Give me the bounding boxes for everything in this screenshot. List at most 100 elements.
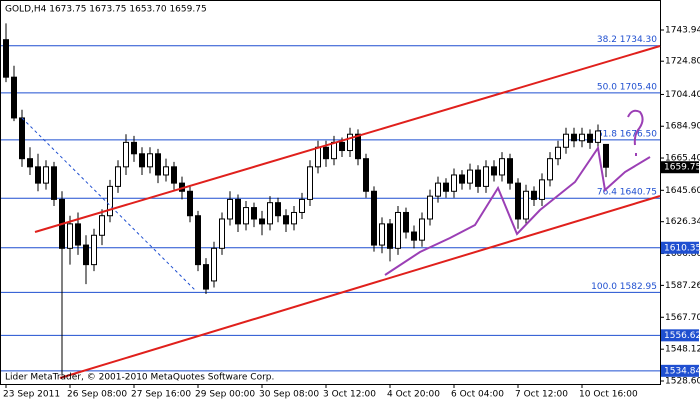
y-tick-label: 1743.94 bbox=[665, 26, 700, 36]
candle-body bbox=[579, 133, 585, 142]
candle-body bbox=[307, 166, 313, 200]
y-tick-label: 1724.80 bbox=[665, 57, 700, 67]
x-tick-label: 26 Sep 08:00 bbox=[67, 390, 127, 400]
y-tick-label: 1548.12 bbox=[665, 345, 700, 355]
y-tick-label: 1645.60 bbox=[665, 186, 700, 196]
candle-body bbox=[339, 141, 345, 152]
fib-label: 38.2 1734.30 bbox=[597, 35, 657, 45]
y-tick-label: 1567.70 bbox=[665, 313, 700, 323]
candle-body bbox=[147, 153, 153, 168]
candle-body bbox=[299, 198, 305, 213]
candle-body bbox=[363, 158, 369, 192]
current-price-label: 1659.75 bbox=[664, 163, 700, 173]
candle-body bbox=[403, 211, 409, 233]
drawn-question-mark bbox=[627, 109, 644, 156]
candle-body bbox=[123, 141, 129, 168]
x-tick-label: 3 Oct 12:00 bbox=[323, 390, 376, 400]
candle-body bbox=[467, 169, 473, 184]
y-tick-label: 1626.34 bbox=[665, 217, 700, 227]
candle-body bbox=[419, 218, 425, 241]
lower-trendline bbox=[59, 195, 661, 379]
candle-body bbox=[531, 190, 537, 200]
x-tick-label: 10 Oct 16:00 bbox=[579, 390, 638, 400]
candle-body bbox=[67, 223, 73, 249]
candle-body bbox=[171, 166, 177, 184]
candle-body bbox=[371, 190, 377, 246]
level-box bbox=[661, 364, 699, 377]
x-tick-label: 29 Sep 00:00 bbox=[195, 390, 255, 400]
x-tick-label: 27 Sep 16:00 bbox=[131, 390, 191, 400]
x-tick-label: 23 Sep 2011 bbox=[3, 390, 60, 400]
candle-body bbox=[355, 133, 361, 160]
candle-body bbox=[587, 133, 593, 143]
candle-body bbox=[443, 182, 449, 192]
level-label: 1610.35 bbox=[664, 243, 700, 253]
candle-body bbox=[323, 146, 329, 160]
candle-body bbox=[459, 174, 465, 184]
candle-body bbox=[435, 182, 441, 197]
candle-body bbox=[499, 158, 505, 176]
upper-trendline bbox=[34, 45, 661, 233]
candle-body bbox=[555, 146, 561, 160]
current-price-box bbox=[661, 161, 699, 174]
candle-body bbox=[595, 130, 601, 143]
candle-body bbox=[491, 166, 497, 176]
candle-body bbox=[603, 143, 609, 168]
candle-body bbox=[131, 141, 137, 155]
candle-body bbox=[571, 133, 577, 142]
candle-body bbox=[379, 223, 385, 246]
level-label: 1534.84 bbox=[664, 366, 700, 376]
candle-body bbox=[539, 179, 545, 200]
candle-body bbox=[75, 223, 81, 246]
candle-body bbox=[83, 244, 89, 266]
candle-body bbox=[19, 117, 25, 160]
candle-body bbox=[275, 202, 281, 217]
candle-body bbox=[3, 39, 9, 78]
y-tick-label: 1528.60 bbox=[665, 377, 700, 387]
y-tick-label: 1704.40 bbox=[665, 90, 700, 100]
candle-body bbox=[11, 76, 17, 119]
fib-label: 61.8 1676.50 bbox=[597, 129, 657, 139]
y-tick-label: 1606.80 bbox=[665, 249, 700, 259]
candle-body bbox=[139, 153, 145, 168]
candle-body bbox=[451, 174, 457, 192]
candle-body bbox=[51, 166, 57, 200]
candle-body bbox=[235, 198, 241, 225]
candle-body bbox=[155, 153, 161, 176]
candle-body bbox=[227, 198, 233, 220]
level-box bbox=[661, 241, 699, 254]
candle-body bbox=[195, 215, 201, 266]
candle-body bbox=[515, 182, 521, 220]
candle-body bbox=[563, 133, 569, 148]
candle-body bbox=[27, 158, 33, 168]
candle-body bbox=[243, 207, 249, 225]
candle-body bbox=[115, 166, 121, 187]
candle-body bbox=[99, 215, 105, 236]
candle-body bbox=[523, 190, 529, 220]
footer: Lider MetaTrader, © 2001-2010 MetaQuotes… bbox=[5, 373, 274, 383]
candle-body bbox=[251, 207, 257, 220]
candle-body bbox=[395, 211, 401, 249]
candle-body bbox=[427, 195, 433, 220]
candle-body bbox=[211, 247, 217, 282]
candle-body bbox=[43, 166, 49, 184]
candle-body bbox=[203, 264, 209, 290]
fib-label: 100.0 1582.95 bbox=[591, 282, 657, 292]
candle-body bbox=[267, 202, 273, 225]
y-tick-label: 1684.90 bbox=[665, 122, 700, 132]
fib-anchor-line bbox=[21, 117, 196, 291]
candle-body bbox=[331, 141, 337, 160]
fib-label: 76.4 1640.75 bbox=[597, 188, 657, 198]
level-box bbox=[661, 329, 699, 342]
candle-body bbox=[163, 166, 169, 176]
candle-body bbox=[219, 218, 225, 249]
candle-body bbox=[347, 133, 353, 152]
y-tick-label: 1587.26 bbox=[665, 281, 700, 291]
candle-body bbox=[291, 211, 297, 225]
level-label: 1556.62 bbox=[664, 331, 700, 341]
x-tick-label: 4 Oct 20:00 bbox=[387, 390, 440, 400]
candle-body bbox=[35, 166, 41, 184]
candle-body bbox=[107, 185, 113, 217]
candle-body bbox=[411, 231, 417, 241]
candle-body bbox=[315, 146, 321, 168]
